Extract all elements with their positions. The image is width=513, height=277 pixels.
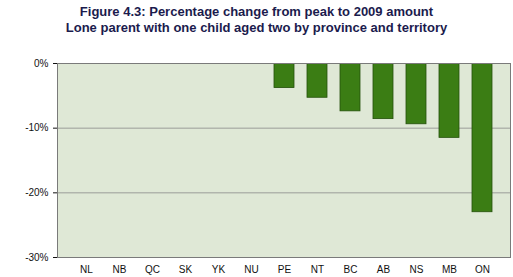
svg-text:YK: YK [212,264,226,275]
svg-text:-20%: -20% [25,187,48,198]
svg-text:SK: SK [179,264,193,275]
svg-text:QC: QC [145,264,160,275]
svg-text:MB: MB [442,264,457,275]
svg-text:ON: ON [475,264,490,275]
svg-text:-30%: -30% [25,252,48,263]
svg-text:NS: NS [410,264,424,275]
svg-text:BC: BC [344,264,358,275]
html-text:Lone parent with one child age: Lone parent with one child aged two by p… [65,20,448,35]
svg-text:NB: NB [113,264,127,275]
svg-text:0%: 0% [34,58,49,69]
svg-text:-10%: -10% [25,122,48,133]
svg-text:AB: AB [377,264,391,275]
svg-text:NU: NU [244,264,258,275]
svg-text:NL: NL [80,264,93,275]
svg-text:NT: NT [311,264,324,275]
svg-text:PE: PE [278,264,292,275]
html-text:Figure 4.3: Percentage change: Figure 4.3: Percentage change from peak … [79,4,434,19]
